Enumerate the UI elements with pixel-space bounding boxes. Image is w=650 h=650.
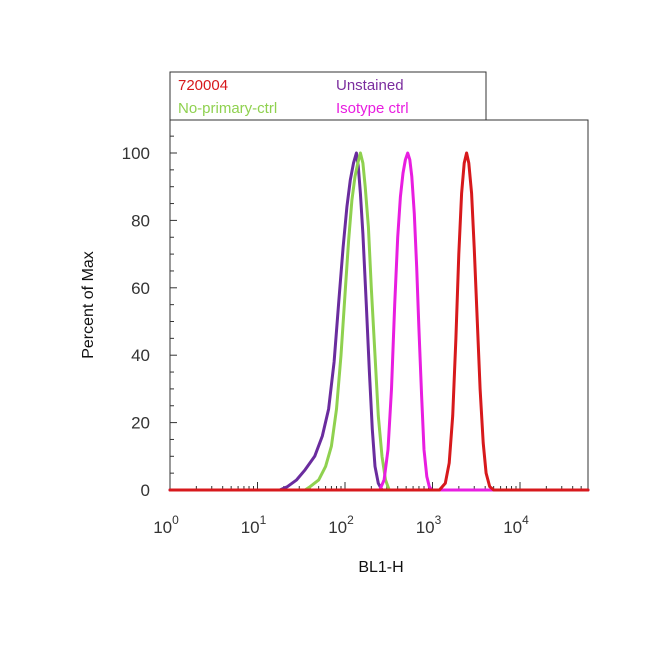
series-line-isotype-ctrl [168,151,590,492]
x-tick-label: 102 [328,513,354,537]
series-line-no-primary-ctrl [168,151,590,492]
legend: 720004 Unstained No-primary-ctrl Isotype… [169,71,487,121]
series-line-unstained [168,151,590,492]
series-layer [168,151,590,492]
x-tick-label: 103 [416,513,442,537]
legend-item-isotype-ctrl: Isotype ctrl [336,100,409,117]
x-tick-label: 100 [153,513,179,537]
y-tick-label: 0 [141,481,150,500]
y-tick-label: 100 [122,144,150,163]
x-tick-label: 104 [503,513,529,537]
y-tick-label: 60 [131,279,150,298]
x-tick-label: 101 [241,513,267,537]
y-tick-label: 20 [131,414,150,433]
series-line-720004 [168,151,590,492]
legend-item-720004: 720004 [178,77,228,94]
y-tick-label: 40 [131,346,150,365]
y-axis-title: Percent of Max [80,251,97,359]
x-axis-title: BL1-H [358,559,403,576]
y-tick-label: 80 [131,211,150,230]
legend-item-unstained: Unstained [336,77,404,94]
legend-item-no-primary-ctrl: No-primary-ctrl [178,100,277,117]
x-axis: 100 101 102 103 104 [153,482,582,537]
y-axis: 0 20 40 60 80 100 [122,135,177,500]
legend-box [169,71,487,121]
